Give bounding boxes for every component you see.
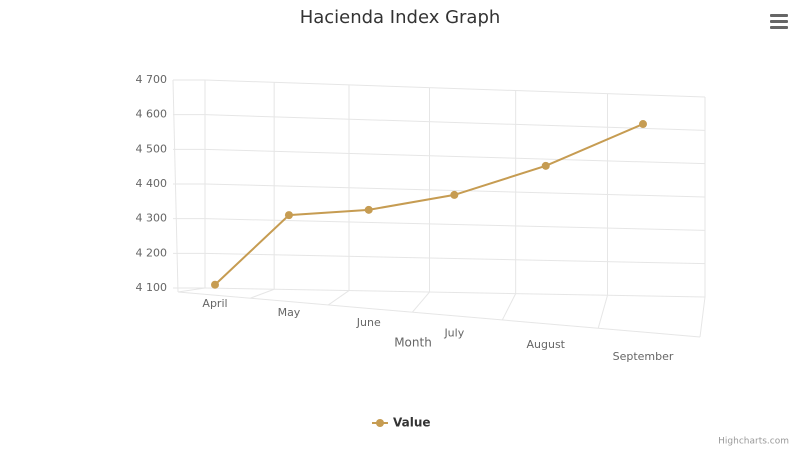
y-tick-label: 4 200 bbox=[136, 246, 168, 259]
x-tick-label: April bbox=[202, 297, 227, 310]
data-point bbox=[364, 205, 373, 214]
menu-bar bbox=[770, 26, 788, 29]
x-tick-label: August bbox=[527, 338, 566, 351]
legend-item[interactable]: Value bbox=[372, 416, 431, 430]
data-point bbox=[541, 161, 550, 170]
data-point bbox=[211, 280, 219, 289]
chart-title: Hacienda Index Graph bbox=[300, 7, 501, 28]
grid-line bbox=[204, 114, 706, 131]
menu-bar bbox=[770, 20, 788, 23]
legend-marker bbox=[376, 419, 384, 427]
x-axis-title: Month bbox=[394, 336, 432, 350]
y-tick-label: 4 700 bbox=[136, 73, 168, 86]
grid-line bbox=[204, 183, 706, 198]
floor-line bbox=[501, 293, 517, 321]
floor-line bbox=[699, 296, 706, 338]
side-edge bbox=[172, 79, 179, 293]
data-point bbox=[284, 211, 293, 220]
credits[interactable]: Highcharts.com bbox=[718, 437, 789, 447]
y-tick-label: 4 600 bbox=[136, 108, 168, 121]
legend-label: Value bbox=[393, 416, 431, 430]
data-point bbox=[639, 120, 647, 129]
grid-line bbox=[204, 218, 706, 231]
grid-line bbox=[204, 148, 706, 165]
menu-bar bbox=[770, 14, 788, 17]
y-tick-label: 4 500 bbox=[136, 142, 168, 155]
floor-line bbox=[250, 288, 275, 299]
floor-line bbox=[411, 291, 430, 313]
y-tick-label: 4 100 bbox=[136, 281, 168, 294]
floor-line bbox=[328, 290, 350, 306]
y-tick-label: 4 300 bbox=[136, 212, 168, 225]
x-tick-label: July bbox=[443, 327, 464, 340]
grid-line bbox=[204, 79, 706, 98]
data-point bbox=[450, 190, 459, 199]
floor-line bbox=[177, 287, 206, 293]
x-tick-label: September bbox=[613, 350, 674, 363]
y-tick-label: 4 400 bbox=[136, 177, 168, 190]
floor-line bbox=[597, 295, 608, 329]
grid-line bbox=[204, 287, 706, 298]
x-tick-label: June bbox=[356, 316, 381, 329]
x-tick-label: May bbox=[278, 306, 301, 319]
floor-edge bbox=[177, 291, 701, 338]
menu-button[interactable] bbox=[770, 14, 788, 29]
series-line bbox=[214, 123, 644, 286]
grid-line bbox=[204, 252, 706, 265]
